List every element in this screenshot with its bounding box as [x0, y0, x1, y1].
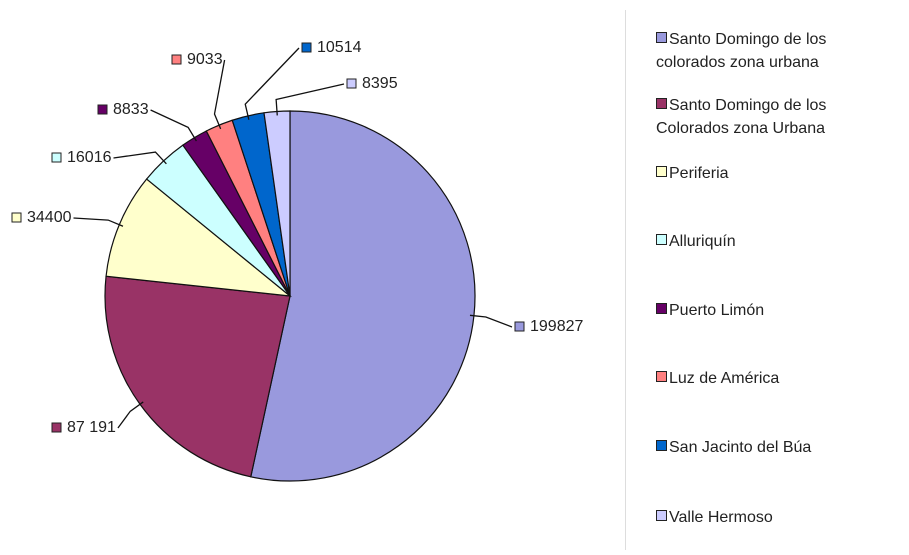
- legend-label: Puerto Limón: [669, 302, 765, 319]
- leader-line: [150, 109, 197, 142]
- leader-line: [213, 59, 226, 130]
- legend-label: Santo Domingo de los colorados zona urba…: [656, 31, 827, 71]
- data-label: 34400: [27, 209, 72, 226]
- legend-key: [656, 32, 667, 43]
- legend-label: Alluriquín: [669, 233, 736, 250]
- legend-label: San Jacinto del Búa: [669, 439, 812, 456]
- legend-item: San Jacinto del Búa: [656, 436, 891, 459]
- label-key: [346, 78, 357, 89]
- legend-item: Puerto Limón: [656, 299, 891, 322]
- legend-label: Periferia: [669, 165, 729, 182]
- legend: Santo Domingo de los colorados zona urba…: [625, 10, 909, 550]
- leader-line: [469, 314, 513, 328]
- pie-chart: 199827 87 191 34400 16016 8833 9033 10514 8395: [11, 39, 583, 482]
- label-key: [301, 42, 312, 53]
- legend-item: Valle Hermoso: [656, 506, 891, 529]
- legend-label: Luz de América: [669, 370, 780, 387]
- data-label: 8395: [362, 75, 398, 92]
- leader-line: [117, 401, 144, 429]
- data-label: 199827: [530, 318, 583, 335]
- legend-item: Santo Domingo de los Colorados zona Urba…: [656, 94, 891, 140]
- label-key: [97, 104, 108, 115]
- label-key: [51, 152, 62, 163]
- data-label: 87 191: [67, 419, 116, 436]
- label-key: [51, 422, 62, 433]
- label-key: [171, 54, 182, 65]
- legend-key: [656, 303, 667, 314]
- data-label: 16016: [67, 149, 112, 166]
- data-label: 8833: [113, 101, 149, 118]
- legend-item: Periferia: [656, 162, 891, 185]
- legend-key: [656, 234, 667, 245]
- leader-line: [73, 217, 124, 227]
- label-key: [11, 212, 22, 223]
- legend-item: Alluriquín: [656, 230, 891, 253]
- legend-item: Santo Domingo de los colorados zona urba…: [656, 28, 891, 74]
- legend-key: [656, 440, 667, 451]
- legend-label: Valle Hermoso: [669, 509, 773, 526]
- legend-key: [656, 371, 667, 382]
- legend-key: [656, 98, 667, 109]
- data-label: 9033: [187, 51, 223, 68]
- legend-key: [656, 166, 667, 177]
- legend-label: Santo Domingo de los Colorados zona Urba…: [656, 97, 827, 137]
- legend-key: [656, 510, 667, 521]
- label-key: [514, 321, 525, 332]
- leader-line: [113, 151, 167, 165]
- leader-line: [244, 47, 300, 120]
- data-label: 10514: [317, 39, 362, 56]
- legend-item: Luz de América: [656, 367, 891, 390]
- leader-line: [275, 83, 345, 116]
